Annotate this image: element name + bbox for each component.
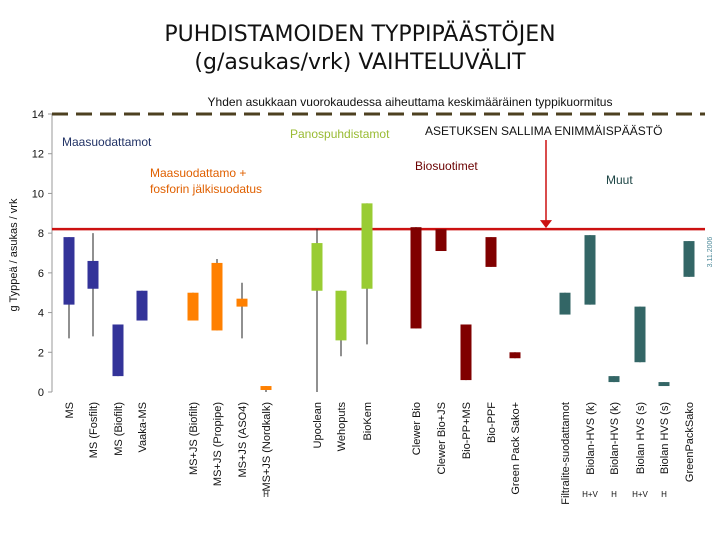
chart-title-line2: (g/asukas/vrk) VAIHTELUVÄLIT: [194, 50, 526, 75]
y-tick-label: 4: [38, 308, 44, 320]
group-label: ASETUKSEN SALLIMA ENIMMÄISPÄÄSTÖ: [425, 124, 662, 138]
category-label: BioKem: [362, 402, 374, 441]
range-bar: [658, 382, 670, 387]
category-label: Biolan-HVS (k): [609, 402, 621, 475]
range-bar: [559, 292, 571, 315]
y-tick-label: 8: [38, 228, 44, 240]
group-label: Biosuotimet: [415, 159, 478, 173]
group-label: Panospuhdistamot: [290, 127, 390, 141]
group-label: Muut: [606, 173, 633, 187]
range-bar: [187, 292, 199, 321]
category-label: MS+JS (Biofilt): [188, 402, 200, 475]
category-label: MS: [64, 402, 76, 419]
category-sublabel: H: [263, 490, 269, 499]
range-bar: [211, 262, 223, 331]
range-bar: [608, 376, 620, 383]
range-bar: [136, 290, 148, 321]
y-axis-label: g Typpeä / asukas / vrk: [8, 198, 20, 311]
range-bar: [311, 243, 323, 291]
range-bar: [335, 290, 347, 341]
range-bar: [112, 324, 124, 377]
category-label: MS+JS (Propipe): [212, 402, 224, 486]
range-bar: [485, 237, 497, 267]
category-sublabel: H: [661, 490, 667, 499]
category-sublabel: H+V: [582, 490, 598, 499]
y-tick-label: 6: [38, 268, 44, 280]
range-bar: [460, 324, 472, 381]
group-label: Maasuodattamo +: [150, 166, 246, 180]
category-label: Upoclean: [312, 402, 324, 448]
category-label: GreenPackSako: [684, 402, 696, 482]
category-label: Biolan HVS (s): [635, 402, 647, 474]
range-bar: [236, 298, 248, 307]
y-tick-label: 10: [32, 188, 44, 200]
range-bar: [260, 386, 272, 391]
category-label: MS+JS (ASO4): [237, 402, 249, 478]
limit-arrow-head: [540, 220, 552, 229]
category-label: Clewer Bio+JS: [436, 402, 448, 474]
range-bar: [87, 260, 99, 289]
category-label: Biolan-HVS (k): [585, 402, 597, 475]
y-tick-label: 12: [32, 149, 44, 161]
category-label: Bio-PPF: [486, 402, 498, 443]
category-label: MS (Biofilt): [113, 402, 125, 456]
range-bar: [63, 237, 75, 305]
y-tick-label: 2: [38, 347, 44, 359]
range-bar: [509, 352, 521, 359]
range-bar: [584, 235, 596, 305]
range-bar: [361, 203, 373, 289]
group-label: Maasuodattamot: [62, 135, 152, 149]
y-tick-label: 14: [32, 109, 44, 121]
range-bar: [410, 227, 422, 329]
chart-subtitle: Yhden asukkaan vuorokaudessa aiheuttama …: [208, 95, 613, 109]
category-label: MS+JS (Nordkalk): [261, 402, 273, 492]
category-label: Vaaka-MS: [137, 402, 149, 453]
category-sublabel: H+V: [632, 490, 648, 499]
category-label: Wehoputs: [336, 402, 348, 452]
range-bar: [435, 229, 447, 252]
category-label: Filtralite-suodattamot: [560, 402, 572, 505]
category-label: Bio-PP+MS: [461, 402, 473, 459]
chart-title-line1: PUHDISTAMOIDEN TYPPIPÄÄSTÖJEN: [164, 22, 556, 47]
category-label: Green Pack Sako+: [510, 402, 522, 495]
watermark-date: 3.11.2006: [707, 237, 714, 268]
category-label: MS (Fosfilt): [88, 402, 100, 458]
category-label: Biolan HVS (s): [659, 402, 671, 474]
range-bar: [683, 241, 695, 277]
category-label: Clewer Bio: [411, 402, 423, 455]
range-bar: [634, 306, 646, 363]
category-sublabel: H: [611, 490, 617, 499]
group-label: fosforin jälkisuodatus: [150, 182, 262, 196]
y-tick-label: 0: [38, 387, 44, 399]
